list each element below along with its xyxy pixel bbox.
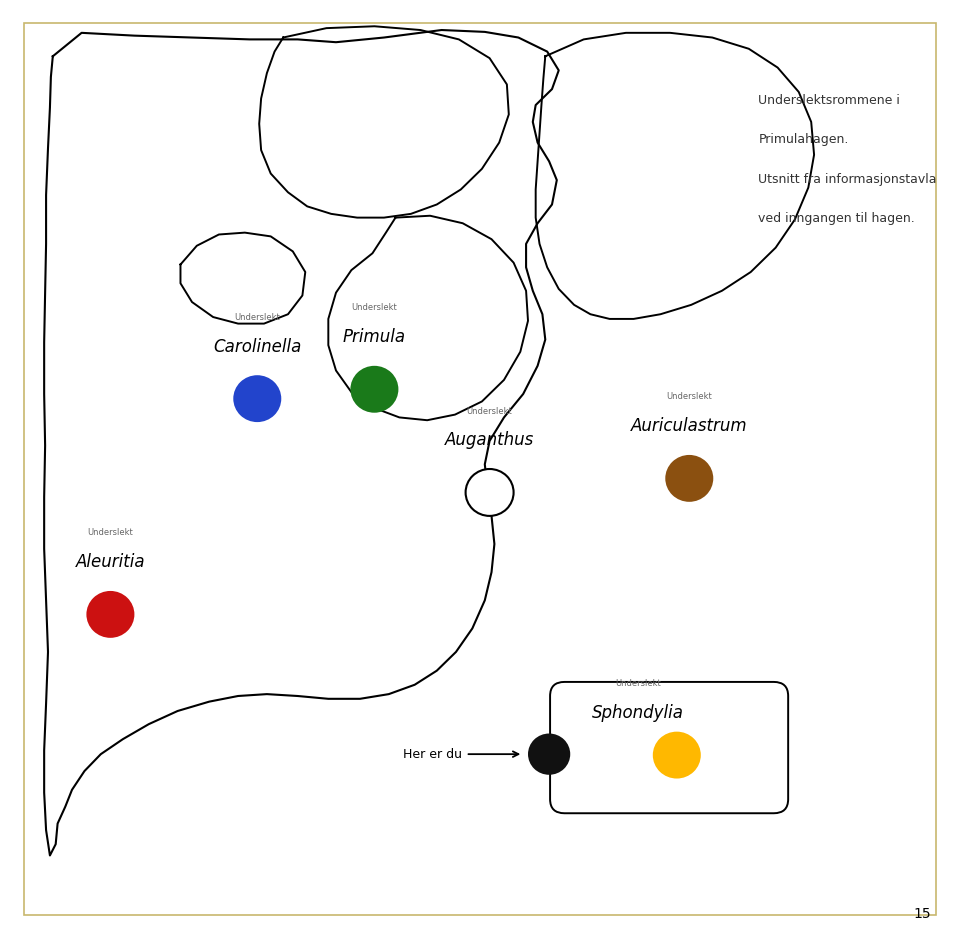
Text: Carolinella: Carolinella [213, 338, 301, 356]
Text: Utsnitt fra informasjonstavla: Utsnitt fra informasjonstavla [758, 173, 937, 186]
Text: 15: 15 [914, 907, 931, 921]
Text: Underslekt: Underslekt [87, 528, 133, 537]
Circle shape [665, 455, 713, 502]
Text: Underslekt: Underslekt [234, 312, 280, 322]
Circle shape [466, 469, 514, 516]
Text: Underslektsrommene i: Underslektsrommene i [758, 94, 900, 107]
Text: Primula: Primula [343, 328, 406, 346]
Text: ved inngangen til hagen.: ved inngangen til hagen. [758, 212, 915, 225]
Text: Her er du: Her er du [403, 748, 462, 761]
Circle shape [350, 366, 398, 413]
Text: Underslekt: Underslekt [467, 406, 513, 416]
Text: Underslekt: Underslekt [666, 392, 712, 401]
Text: Sphondylia: Sphondylia [592, 704, 684, 721]
Text: Auganthus: Auganthus [445, 431, 534, 449]
Text: Auriculastrum: Auriculastrum [631, 417, 748, 435]
Text: Primulahagen.: Primulahagen. [758, 133, 849, 146]
Circle shape [86, 591, 134, 638]
Circle shape [528, 734, 570, 775]
Text: Underslekt: Underslekt [615, 678, 661, 688]
Text: Aleuritia: Aleuritia [76, 553, 145, 571]
Circle shape [653, 732, 701, 779]
Text: Underslekt: Underslekt [351, 303, 397, 312]
Circle shape [233, 375, 281, 422]
